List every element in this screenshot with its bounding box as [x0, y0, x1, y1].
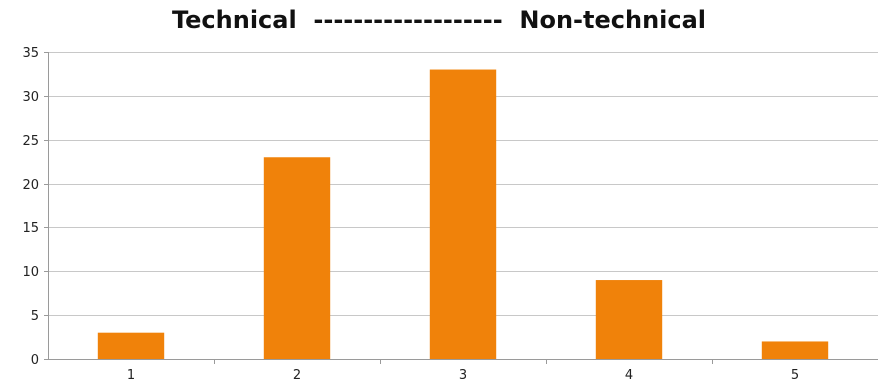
bar-layer	[97, 69, 829, 360]
y-tick-label: 5	[31, 309, 39, 324]
x-tick-label: 4	[625, 368, 633, 383]
x-tick-label: 2	[293, 368, 301, 383]
y-tick-label: 15	[22, 221, 39, 236]
bar	[429, 69, 497, 360]
bar	[263, 157, 331, 359]
bar	[97, 332, 165, 359]
y-tick-label: 20	[22, 178, 39, 193]
x-tick-label: 1	[127, 368, 135, 383]
y-tick-labels: 0 5 10 15 20 25 30 35	[22, 46, 48, 368]
x-tick-label: 5	[791, 368, 799, 383]
bar	[595, 280, 663, 359]
y-tick-label: 0	[31, 353, 39, 368]
bar	[761, 341, 829, 359]
x-tick-label: 3	[459, 368, 467, 383]
chart-title: Technical ------------------- Non-techni…	[171, 6, 707, 34]
y-tick-label: 35	[22, 46, 39, 61]
y-tick-label: 25	[22, 134, 39, 149]
axis-layer	[48, 52, 878, 364]
x-tick-labels: 1 2 3 4 5	[127, 368, 799, 383]
y-tick-label: 10	[22, 265, 39, 280]
y-tick-label: 30	[22, 90, 39, 105]
